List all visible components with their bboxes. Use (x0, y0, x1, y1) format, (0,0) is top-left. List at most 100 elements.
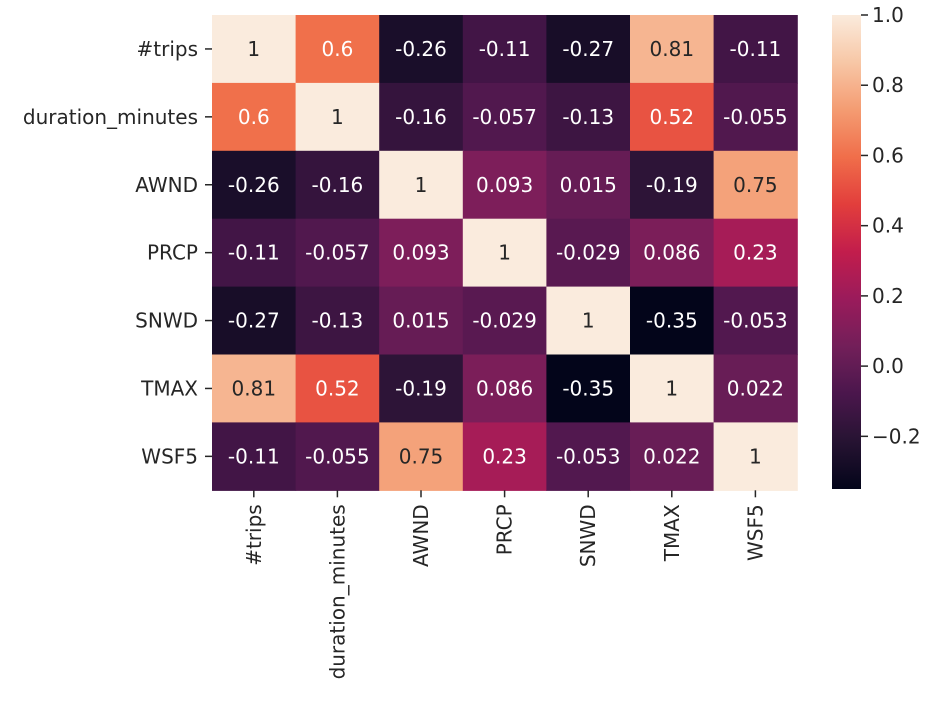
cell-annotation: 0.093 (392, 241, 449, 265)
cell-annotation: -0.057 (472, 105, 536, 129)
colorbar-gradient (832, 15, 861, 489)
heatmap-cell (212, 422, 297, 491)
heatmap-cell (212, 15, 297, 84)
colorbar-tick-label: 0.2 (872, 284, 904, 308)
heatmap-cell (713, 82, 798, 152)
heatmap-cell (713, 422, 798, 491)
heatmap-cell (295, 422, 380, 491)
cell-annotation: 0.022 (727, 376, 784, 400)
y-tick-label: AWND (135, 173, 198, 197)
cell-annotation: 1 (247, 37, 260, 61)
cell-annotation: -0.055 (723, 105, 787, 129)
cell-annotation: -0.26 (228, 173, 280, 197)
x-tick-label: AWND (409, 504, 433, 567)
heatmap-cell (713, 354, 798, 423)
heatmap-cell (546, 354, 631, 423)
cell-annotation: 0.75 (733, 173, 778, 197)
colorbar: 1.0 0.8 0.6 0.4 0.2 0.0 −0.2 (832, 3, 921, 489)
y-tick-label: duration_minutes (23, 105, 198, 129)
cell-annotation: 0.022 (643, 444, 700, 468)
heatmap-cell (462, 286, 547, 356)
heatmap-cell (630, 150, 715, 220)
cell-annotation: -0.27 (562, 37, 614, 61)
y-tick-label: WSF5 (141, 444, 198, 468)
heatmap-cell (713, 218, 798, 288)
cell-annotation: -0.11 (730, 37, 782, 61)
cell-annotation: 1 (415, 173, 428, 197)
heatmap-cell (546, 422, 631, 491)
cell-annotation: -0.16 (312, 173, 364, 197)
x-tick-label: duration_minutes (325, 504, 349, 679)
heatmap-cell (379, 354, 464, 423)
colorbar-tick-label: 0.8 (872, 73, 904, 97)
cell-annotation: -0.19 (646, 173, 698, 197)
x-axis: #trips duration_minutes AWND PRCP SNWD TMAX WS… (242, 490, 767, 679)
heatmap-cell (379, 82, 464, 152)
cell-annotation: -0.029 (472, 309, 536, 333)
cell-annotation: -0.055 (305, 444, 369, 468)
cell-annotation: 0.23 (733, 241, 778, 265)
cell-annotation: 1 (582, 309, 595, 333)
heatmap-cell (212, 150, 297, 220)
cell-annotation: 1 (498, 241, 511, 265)
cell-annotation: 0.52 (315, 376, 360, 400)
colorbar-tick-label: 0.0 (872, 354, 904, 378)
heatmap-cell (546, 82, 631, 152)
heatmap-cell (379, 422, 464, 491)
heatmap-cell (462, 218, 547, 288)
cell-annotation: 0.81 (232, 376, 277, 400)
cell-annotation: -0.053 (556, 444, 620, 468)
cell-annotation: 0.23 (482, 444, 527, 468)
heatmap-cell (212, 218, 297, 288)
heatmap-cell (630, 82, 715, 152)
heatmap-cell (379, 150, 464, 220)
cell-annotation: -0.16 (395, 105, 447, 129)
heatmap-cell (630, 422, 715, 491)
cell-annotation: -0.053 (723, 309, 787, 333)
heatmap-cell (295, 150, 380, 220)
cell-annotation: -0.13 (312, 309, 364, 333)
cell-annotation: 0.093 (476, 173, 533, 197)
heatmap-cell (462, 422, 547, 491)
cell-annotation: 0.015 (560, 173, 617, 197)
cell-annotation: -0.13 (562, 105, 614, 129)
heatmap-cell (212, 82, 297, 152)
cell-annotation: -0.11 (228, 444, 280, 468)
cell-annotation: -0.35 (646, 309, 698, 333)
heatmap-cell (462, 354, 547, 423)
heatmap-cell (630, 354, 715, 423)
heatmap-cell (462, 82, 547, 152)
y-axis: #trips duration_minutes AWND PRCP SNWD TMAX WS… (23, 37, 212, 468)
heatmap-cell (379, 286, 464, 356)
heatmap-cell (462, 150, 547, 220)
x-tick-label: SNWD (576, 504, 600, 567)
cell-annotation: 0.086 (476, 376, 533, 400)
cell-annotation: 0.52 (650, 105, 695, 129)
x-tick-label: WSF5 (743, 504, 767, 561)
cell-annotation: -0.11 (228, 241, 280, 265)
heatmap-cell (713, 150, 798, 220)
x-tick-label: TMAX (660, 504, 684, 562)
cell-annotation: -0.029 (556, 241, 620, 265)
x-tick-label: PRCP (493, 504, 517, 555)
cell-annotation: -0.26 (395, 37, 447, 61)
heatmap-cell (379, 218, 464, 288)
cell-annotation: 1 (331, 105, 344, 129)
cell-annotation: 0.6 (238, 105, 270, 129)
heatmap-cell (546, 286, 631, 356)
cell-annotation: 0.75 (399, 444, 444, 468)
y-tick-label: #trips (137, 37, 199, 61)
heatmap-cell (630, 15, 715, 84)
cell-annotation: -0.35 (562, 376, 614, 400)
x-tick-label: #trips (242, 504, 266, 566)
cell-annotation: -0.27 (228, 309, 280, 333)
heatmap-cell (295, 15, 380, 84)
cell-annotation: -0.19 (395, 376, 447, 400)
heatmap-cell (713, 286, 798, 356)
colorbar-tick-label: 0.4 (872, 214, 904, 238)
heatmap-cell (295, 218, 380, 288)
cell-annotation: -0.057 (305, 241, 369, 265)
heatmap-cell (379, 15, 464, 84)
